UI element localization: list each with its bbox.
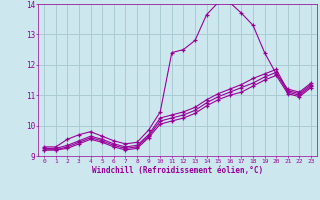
X-axis label: Windchill (Refroidissement éolien,°C): Windchill (Refroidissement éolien,°C) [92,166,263,175]
